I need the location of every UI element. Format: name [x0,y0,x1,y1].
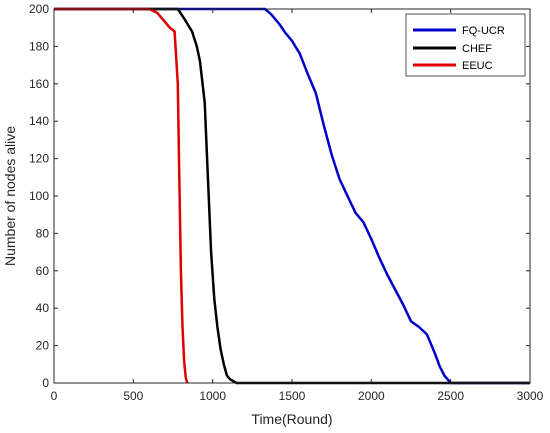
y-tick-label: 20 [36,339,50,353]
y-tick-label: 40 [36,301,50,315]
x-axis-label: Time(Round) [251,411,332,427]
x-tick-label: 500 [123,389,143,403]
x-tick-label: 2000 [358,389,385,403]
y-tick-label: 140 [29,114,49,128]
y-tick-label: 80 [36,226,50,240]
y-tick-label: 60 [36,264,50,278]
y-tick-label: 200 [29,2,49,16]
y-tick-label: 0 [42,376,49,390]
x-axis-ticks: 0 500 1000 1500 2000 2500 3000 [51,9,544,403]
x-tick-label: 2500 [437,389,464,403]
x-tick-label: 1500 [279,389,306,403]
legend-label-fq-ucr: FQ-UCR [462,25,505,37]
series-line-fq-ucr [54,7,530,385]
x-tick-label: 1000 [199,389,226,403]
y-tick-label: 160 [29,77,49,91]
legend-label-eeuc: EEUC [462,60,493,72]
y-tick-label: 100 [29,189,49,203]
x-tick-label: 3000 [517,389,544,403]
legend: FQ-UCR CHEF EEUC [405,13,526,77]
series-line-chef [54,7,530,385]
y-tick-label: 120 [29,152,49,166]
legend-label-chef: CHEF [462,43,492,55]
series-layer [54,7,530,385]
y-axis-label: Number of nodes alive [2,126,18,266]
series-line-eeuc [54,7,189,384]
x-tick-label: 0 [51,389,58,403]
y-axis-ticks: 0 20 40 60 80 100 120 140 160 180 200 [29,2,530,390]
y-tick-label: 180 [29,39,49,53]
